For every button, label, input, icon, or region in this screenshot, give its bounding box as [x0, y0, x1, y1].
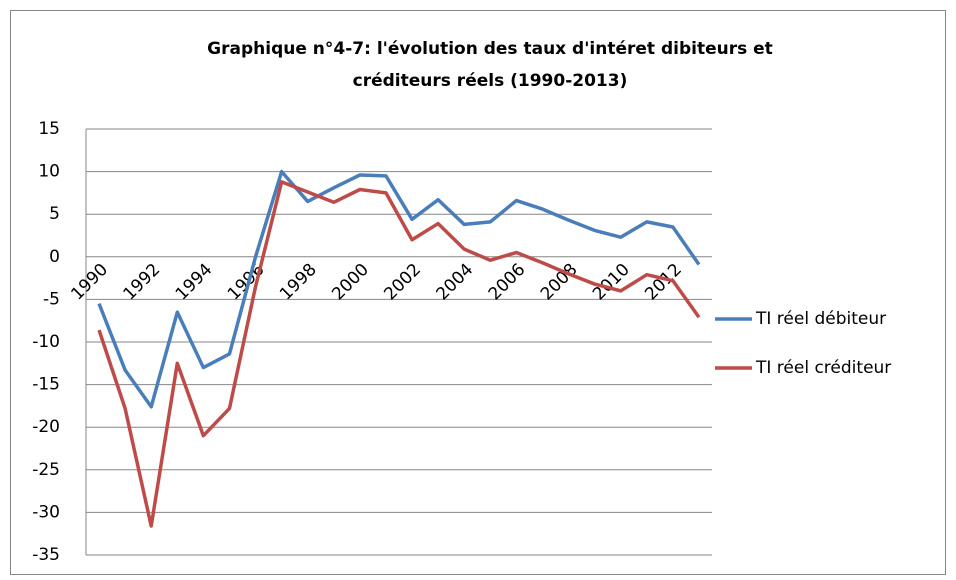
y-tick-label: -35 — [32, 545, 60, 565]
y-tick-label: -5 — [43, 289, 60, 309]
y-tick-label: 5 — [49, 204, 60, 224]
y-tick-label: -20 — [32, 417, 60, 437]
chart-border — [10, 10, 946, 575]
legend-label: TI réel débiteur — [755, 309, 886, 329]
y-tick-label: 10 — [38, 162, 60, 182]
y-tick-label: -25 — [32, 460, 60, 480]
chart-title: Graphique n°4-7: l'évolution des taux d'… — [207, 39, 773, 59]
y-tick-label: -10 — [32, 332, 60, 352]
legend-label: TI réel créditeur — [755, 358, 891, 378]
chart-title: créditeurs réels (1990-2013) — [353, 71, 628, 91]
data-line — [97, 180, 701, 528]
y-tick-label: 0 — [49, 247, 60, 267]
y-tick-label: -15 — [32, 375, 60, 395]
y-tick-label: 15 — [38, 119, 60, 139]
data-line — [97, 169, 701, 409]
y-tick-label: -30 — [32, 502, 60, 522]
